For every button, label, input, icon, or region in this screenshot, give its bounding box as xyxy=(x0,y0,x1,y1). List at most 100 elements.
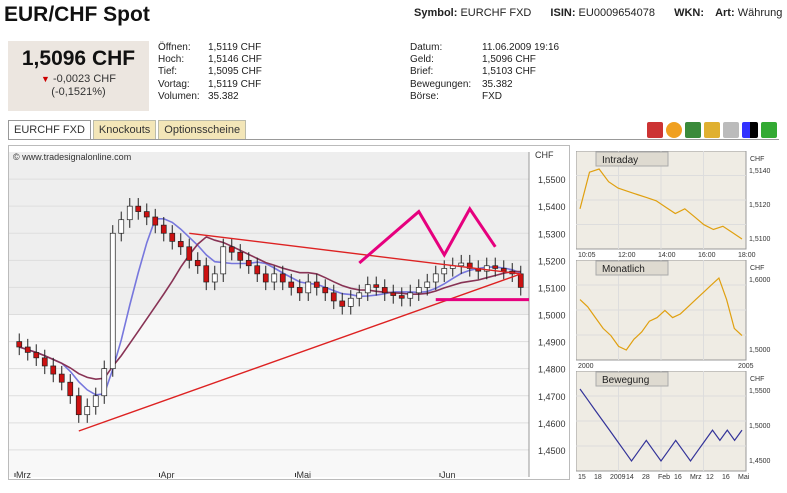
y-tick-label: 1,4800 xyxy=(538,365,566,375)
y-tick-label: 1,5000 xyxy=(538,311,566,321)
exchange-label: Börse: xyxy=(410,90,439,102)
mini-x-tick-label: 14 xyxy=(626,474,634,481)
toolbar-icons xyxy=(647,122,777,138)
x-tick-label: Mrz xyxy=(16,470,31,479)
mini-x-tick-label: 12:00 xyxy=(618,252,636,259)
candle-body xyxy=(262,273,269,283)
tab-knockouts[interactable]: Knockouts xyxy=(92,120,157,139)
price-change: -0,0023 CHF xyxy=(52,73,116,85)
mini-y-tick-label: 1,5100 xyxy=(749,236,771,243)
candle-body xyxy=(458,262,465,267)
mini-series-line xyxy=(579,388,743,463)
candle-body xyxy=(67,381,74,397)
x-tick-label: Apr xyxy=(161,470,175,479)
high-label: Hoch: xyxy=(158,54,185,66)
monthly-mini-chart[interactable]: Monatlich CHF 1,6000 1,5000 2000 2005 xyxy=(575,259,778,373)
candle-body xyxy=(364,284,371,294)
mini-x-tick-label: 12 xyxy=(706,474,714,481)
candle-body xyxy=(237,251,244,261)
mini-x-tick-label: 28 xyxy=(642,474,650,481)
x-tick-label: Jun xyxy=(441,470,456,479)
movement-mini-chart[interactable]: Bewegung CHF 1,5500 1,5000 1,4500 15 18 2009 14 2… xyxy=(575,370,778,484)
candle-body xyxy=(152,216,159,226)
mini-title: Monatlich xyxy=(602,264,645,275)
prev-close-value: 1,5119 CHF xyxy=(208,78,262,90)
tab-divider xyxy=(8,139,779,140)
refresh-icon[interactable] xyxy=(761,122,777,138)
candle-body xyxy=(322,287,329,294)
art-label: Art: xyxy=(715,7,735,19)
tab-optionsscheine[interactable]: Optionsscheine xyxy=(158,120,247,139)
x-tick-label: Mai xyxy=(297,470,312,479)
chart-icon[interactable] xyxy=(647,122,663,138)
pattern-zigzag xyxy=(358,206,497,265)
delicious-icon[interactable] xyxy=(742,122,758,138)
candle-body xyxy=(211,273,218,283)
candle-body xyxy=(254,265,261,275)
candle-body xyxy=(118,219,125,234)
quote-details-left: Öffnen: 1,5119 CHF Hoch: 1,5146 CHF Tief: 1… xyxy=(158,42,262,103)
candle-body xyxy=(466,262,473,269)
open-value: 1,5119 CHF xyxy=(208,42,262,53)
low-value: 1,5095 CHF xyxy=(208,66,262,78)
candle-body xyxy=(177,241,184,248)
mini-title-tab xyxy=(595,260,669,276)
main-chart: 1,5500 1,5400 1,5300 1,5200 1,5100 1,5000 1,49… xyxy=(8,145,570,480)
candle-body xyxy=(313,281,320,288)
down-arrow-icon: ▼ xyxy=(41,74,50,84)
mini-unit-label: CHF xyxy=(750,265,764,272)
y-tick-label: 1,5400 xyxy=(538,202,566,212)
mini-x-tick-label: 2000 xyxy=(578,363,594,370)
candle-body xyxy=(101,368,108,397)
candle-body xyxy=(415,287,422,294)
page-title: EUR/CHF Spot xyxy=(4,3,150,26)
mini-x-tick-label: Mai xyxy=(738,474,750,481)
mini-y-tick-label: 1,5120 xyxy=(749,202,771,209)
mini-y-tick-label: 1,4500 xyxy=(749,458,771,465)
chart-watermark: © www.tradesignalonline.com xyxy=(13,152,131,162)
handshake-icon[interactable] xyxy=(704,122,720,138)
candle-body xyxy=(58,373,65,383)
candle-body xyxy=(24,346,31,353)
candle-body xyxy=(441,268,448,275)
high-value: 1,5146 CHF xyxy=(208,54,262,66)
mini-x-tick-label: 18:00 xyxy=(738,252,756,259)
candle-body xyxy=(203,265,210,283)
analysis-icon[interactable] xyxy=(685,122,701,138)
price-change-percent: (-0,1521%) xyxy=(51,86,106,98)
mini-x-tick-label: 15 xyxy=(578,474,586,481)
trend-triangle xyxy=(78,232,522,432)
mini-y-tick-label: 1,6000 xyxy=(749,277,771,284)
candle-body xyxy=(245,259,252,267)
ask-value: 1,5103 CHF xyxy=(482,66,536,78)
prev-close-label: Vortag: xyxy=(158,78,190,90)
candle-body xyxy=(84,406,91,416)
compare-icon[interactable] xyxy=(723,122,739,138)
open-label: Öffnen: xyxy=(158,42,191,53)
y-tick-label: 1,4700 xyxy=(538,392,566,402)
candle-body xyxy=(407,292,414,299)
candle-body xyxy=(492,265,499,269)
art-value: Währung xyxy=(737,7,783,19)
y-tick-label: 1,5300 xyxy=(538,229,566,239)
mini-series-line xyxy=(579,276,743,351)
circle-chart-icon[interactable] xyxy=(666,122,682,138)
candle-body xyxy=(194,259,201,267)
exchange-value: FXD xyxy=(482,90,502,102)
candle-body xyxy=(279,273,286,283)
isin-value: EU0009654078 xyxy=(578,7,656,19)
candle-body xyxy=(305,281,312,294)
moves-value: 35.382 xyxy=(482,78,513,90)
candle-body xyxy=(186,246,193,261)
candle-body xyxy=(160,224,167,234)
tab-eurchf-fxd[interactable]: EURCHF FXD xyxy=(8,120,91,140)
isin-label: ISIN: xyxy=(550,7,576,19)
intraday-mini-chart[interactable]: Intraday CHF 1,5140 1,5120 1,5100 10:05 12:00 1… xyxy=(575,150,778,262)
monthly-svg: Monatlich CHF 1,6000 1,5000 2000 2005 xyxy=(575,259,771,370)
y-tick-label: 1,4500 xyxy=(538,446,566,456)
candle-body xyxy=(92,395,99,407)
ask-label: Brief: xyxy=(410,66,434,78)
mini-x-tick-label: 16:00 xyxy=(698,252,716,259)
candle-body xyxy=(424,281,431,288)
candle-body xyxy=(50,365,57,375)
